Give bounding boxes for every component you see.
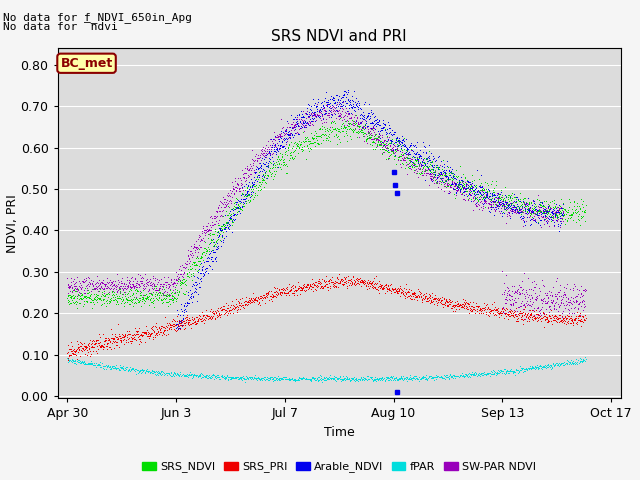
Legend: SRS_NDVI, SRS_PRI, Arable_NDVI, fPAR, SW-PAR NDVI: SRS_NDVI, SRS_PRI, Arable_NDVI, fPAR, SW…: [138, 457, 540, 477]
X-axis label: Time: Time: [324, 426, 355, 439]
Text: BC_met: BC_met: [60, 57, 113, 70]
Text: No data for f_NDVI_650in_Apg: No data for f_NDVI_650in_Apg: [3, 12, 192, 23]
Y-axis label: NDVI, PRI: NDVI, PRI: [6, 194, 19, 252]
Text: No data for ̅ndvi: No data for ̅ndvi: [3, 22, 118, 32]
Title: SRS NDVI and PRI: SRS NDVI and PRI: [271, 29, 407, 44]
